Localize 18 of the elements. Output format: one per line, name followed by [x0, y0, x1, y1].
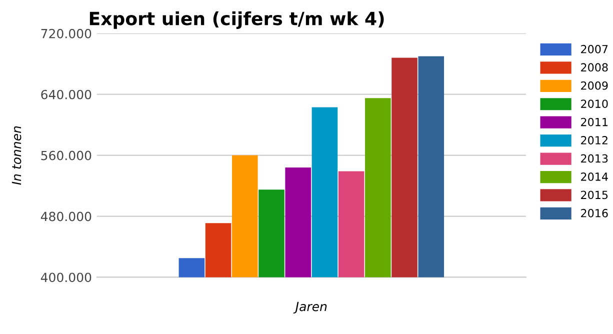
- legend-label: 2010: [581, 100, 608, 108]
- y-axis-title: In tonnen: [12, 126, 22, 185]
- legend-label: 2016: [581, 208, 608, 218]
- legend-label: 2007: [581, 44, 608, 54]
- legend-label: 2013: [581, 154, 608, 163]
- legend-label: 2012: [581, 136, 608, 144]
- y-tick-label: 480.000: [40, 212, 92, 222]
- legend-label: 2008: [581, 63, 608, 72]
- chart-title: Export uien (cijfers t/m wk 4): [90, 11, 384, 29]
- legend-label: 2015: [581, 190, 608, 200]
- y-tick-label: 640.000: [41, 90, 92, 100]
- y-tick-label: 560.000: [41, 150, 92, 160]
- y-tick-label: 400.000: [40, 272, 92, 282]
- legend-label: 2011: [581, 118, 608, 126]
- y-tick-label: 720.000: [41, 28, 92, 38]
- legend-label: 2009: [581, 81, 608, 90]
- x-axis-title: Jaren: [293, 302, 327, 314]
- legend-label: 2014: [581, 172, 608, 181]
